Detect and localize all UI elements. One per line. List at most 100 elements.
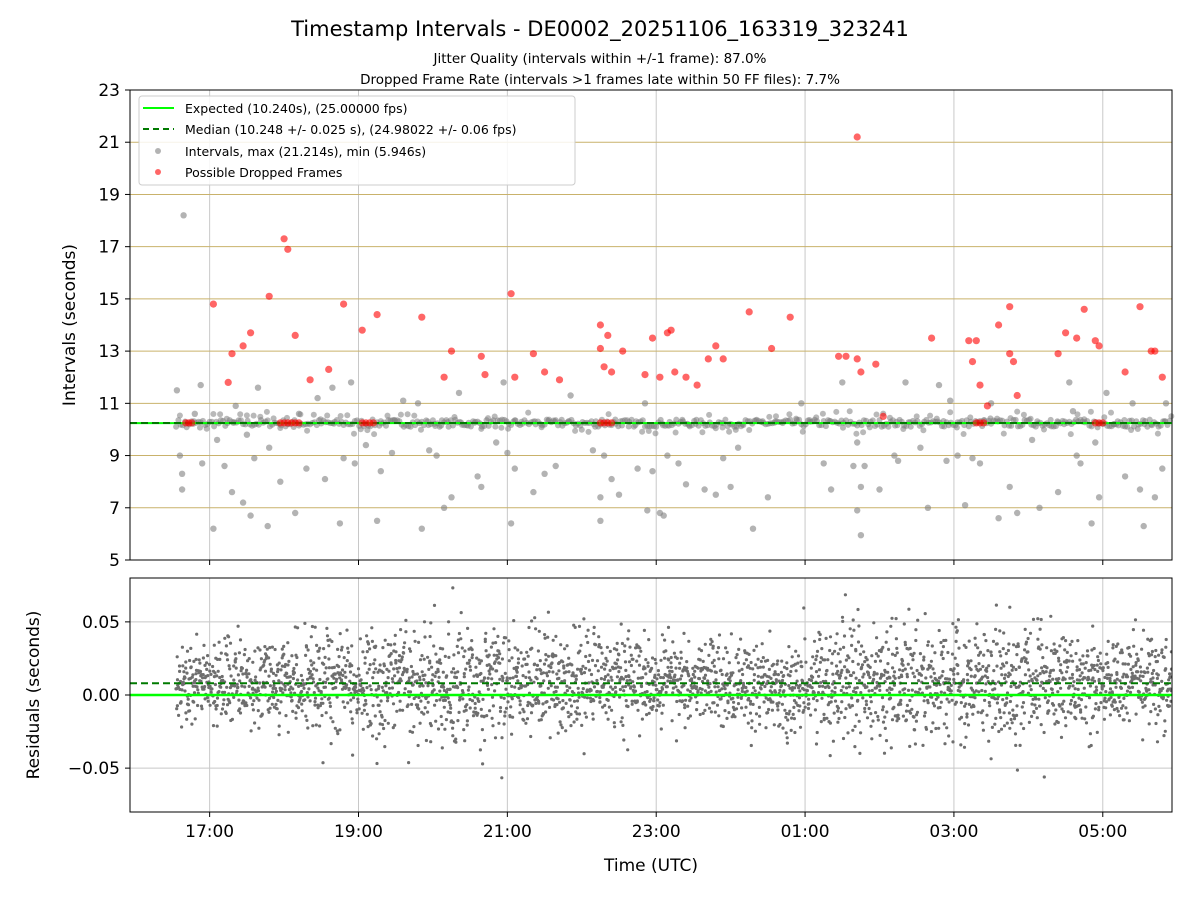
residual-point xyxy=(1056,690,1060,694)
residual-point xyxy=(586,659,591,664)
residual-point xyxy=(770,708,775,712)
residual-point xyxy=(180,725,184,729)
residual-point xyxy=(440,695,444,699)
residual-point xyxy=(356,697,360,701)
residual-point xyxy=(867,689,871,693)
interval-point xyxy=(228,488,236,496)
residual-point xyxy=(593,664,598,668)
residual-point xyxy=(956,618,961,622)
residual-point xyxy=(725,716,729,721)
residual-point xyxy=(903,640,907,645)
residual-point xyxy=(965,712,969,716)
residual-point xyxy=(393,642,397,646)
residual-point xyxy=(336,732,340,736)
residual-point xyxy=(825,668,829,673)
residual-point xyxy=(1156,713,1160,717)
residual-point xyxy=(533,616,537,620)
residual-point xyxy=(870,688,874,693)
dropped-frame-point xyxy=(228,350,236,358)
residual-point xyxy=(978,667,983,671)
residual-point xyxy=(1096,669,1100,674)
residual-point xyxy=(719,668,723,672)
residual-point xyxy=(875,680,879,685)
residual-point xyxy=(195,632,199,636)
residual-point xyxy=(337,665,341,669)
residual-point xyxy=(615,648,619,652)
residual-point xyxy=(795,679,799,683)
residual-point xyxy=(763,684,767,689)
residual-point xyxy=(1008,726,1012,730)
residual-point xyxy=(966,664,970,668)
residual-point xyxy=(993,722,997,726)
residual-point xyxy=(857,624,861,628)
residual-point xyxy=(1124,706,1128,710)
interval-point xyxy=(178,486,186,493)
residual-point xyxy=(831,652,835,656)
residual-point xyxy=(949,667,953,672)
residual-point xyxy=(1138,674,1142,678)
residual-point xyxy=(416,703,420,707)
residual-point xyxy=(663,656,667,660)
residual-point xyxy=(249,678,253,682)
residual-point xyxy=(881,705,885,709)
residual-point xyxy=(358,637,362,641)
residual-point xyxy=(1131,628,1135,632)
residual-point xyxy=(734,656,738,660)
residual-point xyxy=(1078,674,1082,678)
interval-point xyxy=(354,417,360,424)
residual-point xyxy=(1097,708,1101,712)
residual-point xyxy=(753,729,758,733)
residual-point xyxy=(415,672,419,676)
residual-point xyxy=(709,689,713,694)
residual-point xyxy=(402,651,406,655)
residual-point xyxy=(636,708,640,712)
residual-point xyxy=(289,691,293,695)
residual-point xyxy=(243,647,247,652)
residual-point xyxy=(928,685,932,689)
residual-point xyxy=(549,684,553,688)
residual-point xyxy=(798,689,802,693)
residual-point xyxy=(677,712,681,717)
interval-point xyxy=(1108,409,1114,416)
residual-point xyxy=(1011,708,1015,712)
residual-point xyxy=(1131,665,1135,669)
residual-point xyxy=(1143,671,1147,675)
residual-point xyxy=(1113,700,1117,704)
residual-point xyxy=(537,701,541,705)
residual-point xyxy=(460,646,464,650)
residual-point xyxy=(498,709,503,714)
residual-point xyxy=(886,670,890,674)
residual-point xyxy=(575,712,579,716)
residual-point xyxy=(774,678,778,682)
residual-point xyxy=(1098,651,1102,655)
residual-point xyxy=(183,676,187,680)
residual-point xyxy=(1071,659,1075,663)
interval-point xyxy=(752,417,759,424)
residual-point xyxy=(393,674,397,678)
residual-point xyxy=(472,674,476,678)
residual-point xyxy=(394,658,398,663)
residual-point xyxy=(613,685,618,690)
residual-point xyxy=(638,646,642,650)
residual-point xyxy=(368,663,372,667)
residual-point xyxy=(225,685,229,689)
residual-point xyxy=(680,699,685,703)
residual-point xyxy=(462,655,466,659)
residual-point xyxy=(1164,637,1168,642)
residual-point xyxy=(609,675,613,679)
residual-point xyxy=(755,695,759,699)
residual-point xyxy=(843,665,847,669)
residual-point xyxy=(213,699,217,704)
interval-point xyxy=(976,460,984,467)
residual-point xyxy=(846,731,850,735)
residual-point xyxy=(1031,697,1035,702)
residual-point xyxy=(947,700,951,704)
residual-point xyxy=(913,675,917,679)
residual-point xyxy=(848,627,852,631)
residual-point xyxy=(1084,721,1089,725)
residual-point xyxy=(502,696,506,700)
residual-point xyxy=(432,688,436,692)
residual-point xyxy=(364,698,368,703)
residual-point xyxy=(636,676,640,680)
